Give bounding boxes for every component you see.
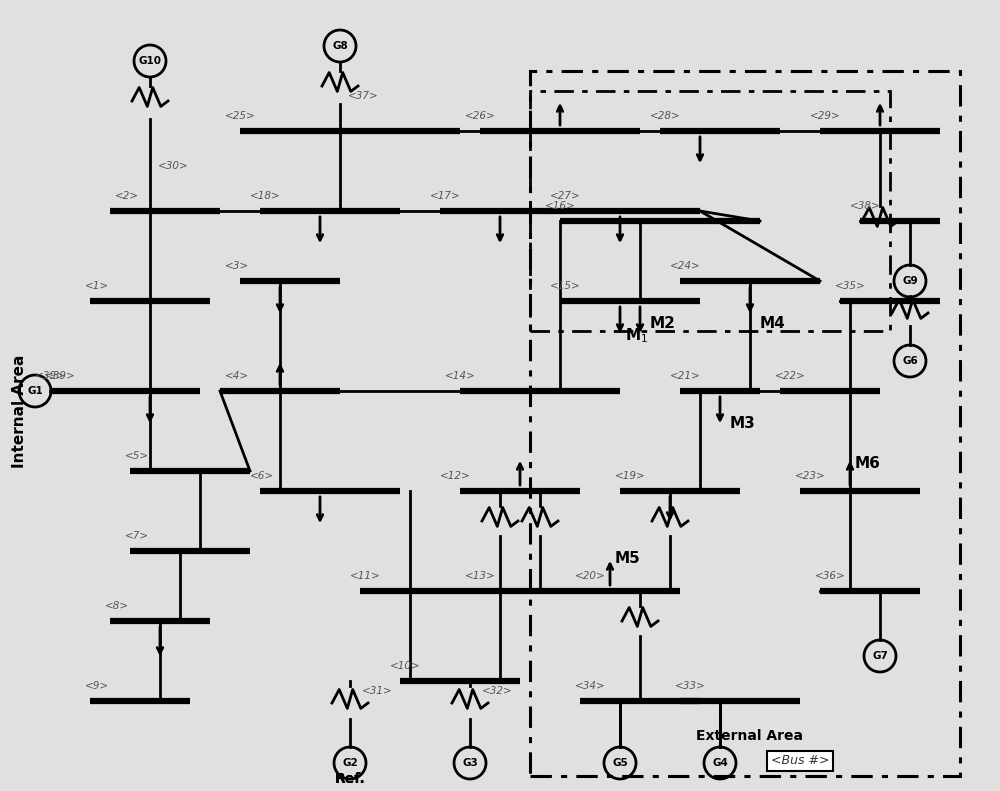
Text: G8: G8 — [332, 41, 348, 51]
Text: <15>: <15> — [550, 281, 581, 291]
Text: <33>: <33> — [675, 681, 706, 691]
Bar — [530, 91, 890, 331]
Text: G5: G5 — [612, 758, 628, 768]
Text: M2: M2 — [650, 316, 676, 331]
Text: <1>: <1> — [85, 281, 109, 291]
Text: <22>: <22> — [775, 371, 806, 381]
Text: <36>: <36> — [815, 571, 846, 581]
Text: <26>: <26> — [465, 111, 496, 121]
Text: <39>: <39> — [45, 371, 76, 381]
Text: Ref.: Ref. — [335, 772, 365, 786]
Text: <35>: <35> — [835, 281, 866, 291]
Text: Ref.: Ref. — [335, 772, 365, 786]
Text: <10>: <10> — [390, 661, 421, 671]
Text: <37>: <37> — [348, 91, 379, 101]
Text: G9: G9 — [902, 276, 918, 286]
Text: External Area: External Area — [696, 729, 804, 743]
Text: G4: G4 — [712, 758, 728, 768]
Text: <2>: <2> — [115, 191, 139, 201]
Text: M3: M3 — [730, 416, 756, 431]
Text: <34>: <34> — [575, 681, 606, 691]
Text: <11>: <11> — [350, 571, 381, 581]
Text: <23>: <23> — [795, 471, 826, 481]
Text: G3: G3 — [462, 758, 478, 768]
Text: <Bus #>: <Bus #> — [771, 755, 829, 767]
Text: <32>: <32> — [482, 686, 513, 696]
Text: <7>: <7> — [125, 531, 149, 541]
Text: <30>: <30> — [158, 161, 189, 171]
Text: <4>: <4> — [225, 371, 249, 381]
Text: M6: M6 — [855, 456, 881, 471]
Text: G10: G10 — [138, 56, 162, 66]
Text: G1: G1 — [27, 386, 43, 396]
Text: M$_1$: M$_1$ — [625, 326, 648, 345]
Text: <13>: <13> — [465, 571, 496, 581]
Text: <18>: <18> — [250, 191, 281, 201]
Text: <14>: <14> — [445, 371, 476, 381]
Text: <19>: <19> — [615, 471, 646, 481]
Text: <3>: <3> — [225, 261, 249, 271]
Text: <28>: <28> — [650, 111, 681, 121]
Text: <20>: <20> — [575, 571, 606, 581]
Text: <29>: <29> — [810, 111, 841, 121]
Text: <38>: <38> — [850, 201, 881, 211]
Text: <6>: <6> — [250, 471, 274, 481]
Text: M5: M5 — [615, 551, 641, 566]
Text: <31>: <31> — [362, 686, 393, 696]
Text: G2: G2 — [342, 758, 358, 768]
Bar — [530, 71, 960, 776]
Text: M4: M4 — [760, 316, 786, 331]
Text: <5>: <5> — [125, 451, 149, 461]
Text: <27>: <27> — [550, 191, 581, 201]
Text: <8>: <8> — [105, 601, 129, 611]
Text: <9>: <9> — [85, 681, 109, 691]
Text: <16>: <16> — [545, 201, 576, 211]
Text: <24>: <24> — [670, 261, 701, 271]
Text: <12>: <12> — [440, 471, 471, 481]
Text: <21>: <21> — [670, 371, 701, 381]
Text: G7: G7 — [872, 651, 888, 661]
Text: <17>: <17> — [430, 191, 461, 201]
Text: G6: G6 — [902, 356, 918, 366]
Text: Internal Area: Internal Area — [12, 354, 28, 467]
Text: <39>: <39> — [35, 371, 66, 381]
Text: <25>: <25> — [225, 111, 256, 121]
